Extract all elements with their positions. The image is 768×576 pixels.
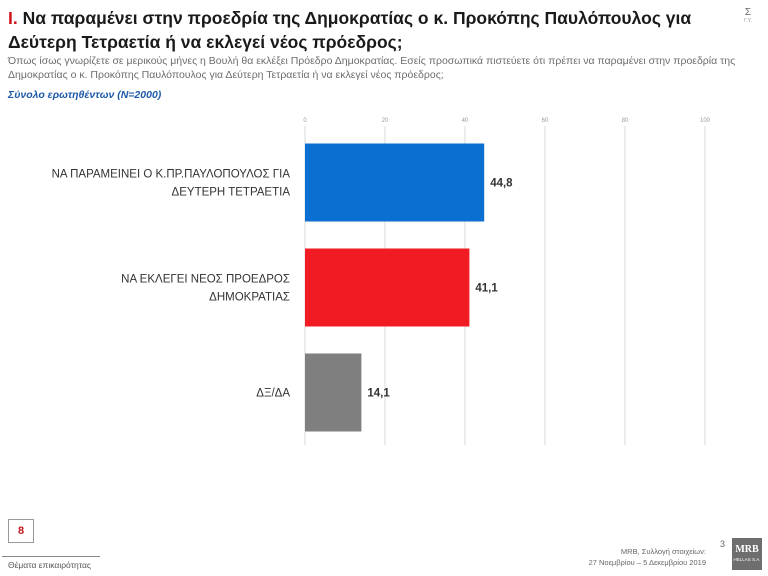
x-tick-label: 60: [542, 118, 549, 124]
footer-divider: [2, 556, 100, 557]
category-label: ΝΑ ΠΑΡΑΜΕΙΝΕΙ Ο Κ.ΠΡ.ΠΑΥΛΟΠΟΥΛΟΣ ΓΙΑ: [52, 169, 291, 181]
page-title: I. Να παραμένει στην προεδρία της Δημοκρ…: [8, 6, 738, 54]
data-label: 41,1: [475, 283, 498, 295]
x-tick-label: 80: [622, 118, 629, 124]
footer-section-label: Θέματα επικαιρότητας: [8, 560, 91, 570]
bar: [305, 143, 485, 222]
data-label: 14,1: [367, 388, 390, 400]
category-label: ΔΕΥΤΕΡΗ ΤΕΤΡΑΕΤΙΑ: [172, 187, 291, 199]
bar: [305, 353, 362, 432]
side-mark-letter: Σ: [744, 7, 752, 18]
section-roman-numeral: I.: [8, 8, 18, 28]
title-text: Να παραμένει στην προεδρία της Δημοκρατί…: [8, 8, 692, 52]
x-tick-label: 40: [462, 118, 469, 124]
bar: [305, 248, 470, 327]
source-line-2: 27 Νοεμβρίου – 5 Δεκεμβρίου 2019: [588, 558, 706, 567]
category-label: ΝΑ ΕΚΛΕΓΕΙ ΝΕΟΣ ΠΡΟΕΔΡΟΣ: [121, 274, 290, 286]
slide-badge: 8: [8, 519, 34, 543]
source-line-1: MRB, Συλλογή στοιχείων:: [620, 547, 706, 556]
mrb-logo: MRB HELLAS S.A.: [732, 538, 762, 570]
source-note: MRB, Συλλογή στοιχείων: 27 Νοεμβρίου – 5…: [589, 546, 706, 568]
question-text: Όπως ίσως γνωρίζετε σε μερικούς μήνες η …: [8, 55, 736, 81]
category-label: ΔΗΜΟΚΡΑΤΙΑΣ: [209, 292, 290, 304]
x-tick-label: 100: [700, 118, 711, 124]
data-label: 44,8: [490, 178, 513, 190]
side-mark: Σ Γ.Υ.: [740, 8, 756, 26]
x-tick-label: 0: [303, 118, 307, 124]
category-label: ΔΞ/ΔΑ: [256, 388, 290, 400]
sample-base: Σύνολο ερωτηθέντων (N=2000): [8, 89, 162, 101]
x-tick-label: 20: [382, 118, 389, 124]
bar-chart: 0 20 40 60 80 100 44,8 ΝΑ ΠΑΡΑΜΕΙΝΕΙ Ο Κ.ΠΡ.ΠΑΥ…: [52, 118, 711, 445]
logo-text: MRB: [735, 544, 759, 555]
page-number: 3: [720, 539, 726, 549]
logo-subtext: HELLAS S.A.: [733, 557, 761, 562]
side-mark-small: Γ.Υ.: [744, 18, 752, 24]
